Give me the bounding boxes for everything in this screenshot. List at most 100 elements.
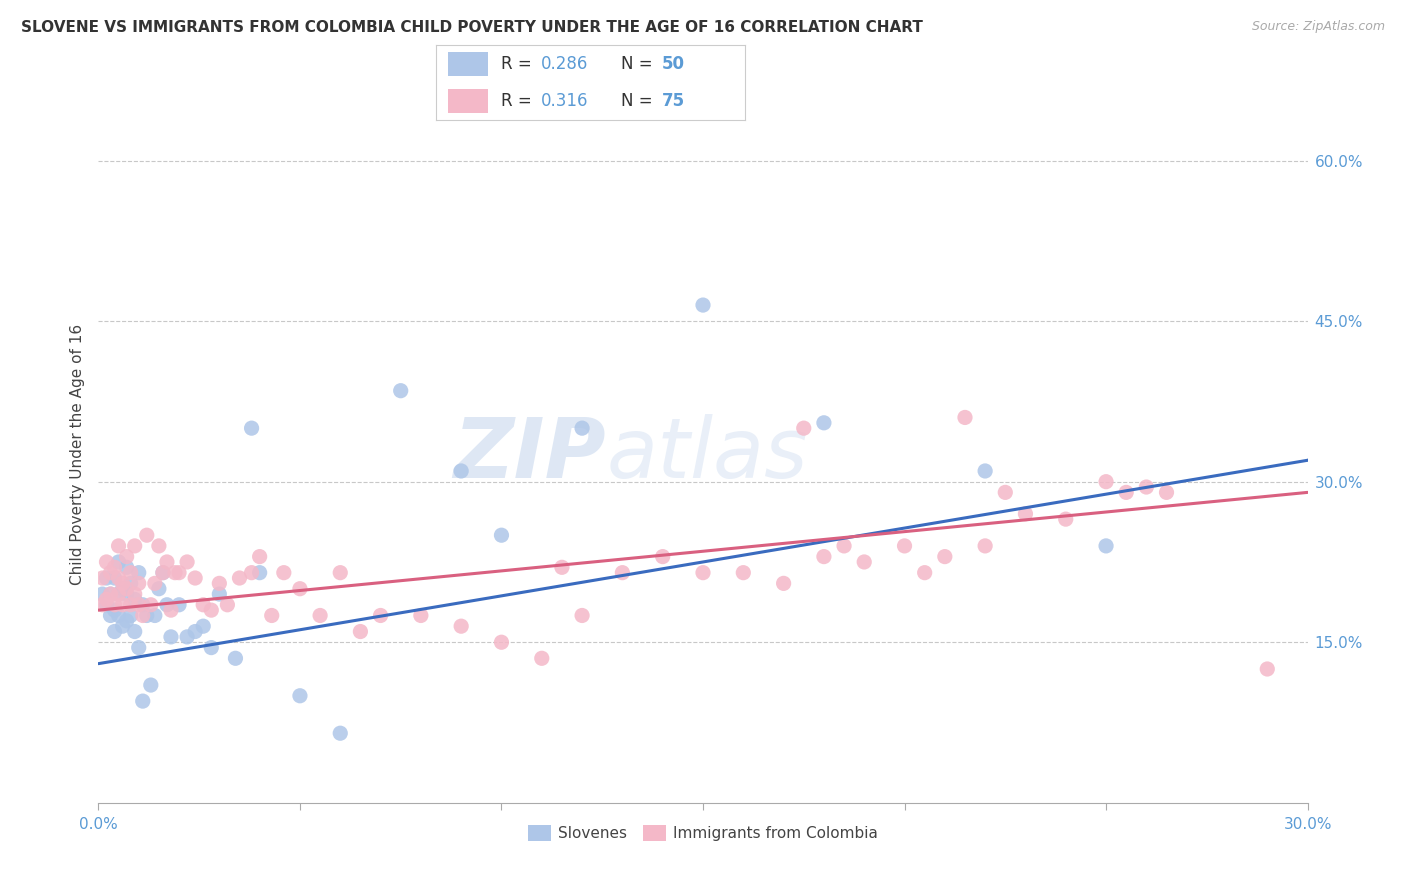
Point xyxy=(240,566,263,580)
Text: 0.286: 0.286 xyxy=(541,55,588,73)
Point xyxy=(1054,512,1077,526)
Point xyxy=(813,416,835,430)
Point xyxy=(120,598,142,612)
Point xyxy=(217,598,239,612)
Point xyxy=(813,549,835,564)
Point xyxy=(91,587,114,601)
Point xyxy=(288,582,311,596)
Text: 50: 50 xyxy=(662,55,685,73)
Point xyxy=(329,566,352,580)
Point xyxy=(200,640,222,655)
Point xyxy=(103,571,125,585)
Point xyxy=(100,587,122,601)
Point xyxy=(273,566,295,580)
Point xyxy=(96,555,118,569)
Point xyxy=(208,576,231,591)
Point xyxy=(832,539,855,553)
Point xyxy=(96,571,118,585)
Point xyxy=(228,571,250,585)
Text: ZIP: ZIP xyxy=(454,415,606,495)
Point xyxy=(160,630,183,644)
Text: R =: R = xyxy=(501,92,537,110)
Text: SLOVENE VS IMMIGRANTS FROM COLOMBIA CHILD POVERTY UNDER THE AGE OF 16 CORRELATIO: SLOVENE VS IMMIGRANTS FROM COLOMBIA CHIL… xyxy=(21,20,922,35)
Point xyxy=(224,651,246,665)
Point xyxy=(249,566,271,580)
Point xyxy=(571,608,593,623)
Point xyxy=(124,587,146,601)
Text: Source: ZipAtlas.com: Source: ZipAtlas.com xyxy=(1251,20,1385,33)
Point xyxy=(96,592,118,607)
Point xyxy=(111,576,134,591)
Point xyxy=(139,598,162,612)
Point xyxy=(571,421,593,435)
Point xyxy=(103,598,125,612)
Point xyxy=(124,539,146,553)
Point xyxy=(409,608,432,623)
Point xyxy=(329,726,352,740)
Text: 75: 75 xyxy=(662,92,685,110)
Point xyxy=(107,608,129,623)
Point xyxy=(551,560,574,574)
Point xyxy=(389,384,412,398)
Point xyxy=(100,566,122,580)
Point xyxy=(934,549,956,564)
Point xyxy=(100,608,122,623)
Point xyxy=(974,539,997,553)
Point xyxy=(1115,485,1137,500)
Point xyxy=(953,410,976,425)
Point xyxy=(115,614,138,628)
Point xyxy=(132,598,155,612)
Point xyxy=(200,603,222,617)
Point xyxy=(450,619,472,633)
Point xyxy=(139,678,162,692)
Point xyxy=(103,624,125,639)
Point xyxy=(135,608,157,623)
Text: 0.316: 0.316 xyxy=(541,92,589,110)
Text: R =: R = xyxy=(501,55,537,73)
Point xyxy=(288,689,311,703)
Point xyxy=(450,464,472,478)
Point xyxy=(370,608,392,623)
Point xyxy=(193,598,215,612)
Point xyxy=(167,566,190,580)
Point xyxy=(160,603,183,617)
Point xyxy=(612,566,634,580)
Point xyxy=(1014,507,1036,521)
Point xyxy=(143,576,166,591)
Point xyxy=(260,608,283,623)
Legend: Slovenes, Immigrants from Colombia: Slovenes, Immigrants from Colombia xyxy=(522,819,884,847)
Point xyxy=(994,485,1017,500)
Point xyxy=(692,566,714,580)
Point xyxy=(309,608,332,623)
Point xyxy=(1095,475,1118,489)
Point xyxy=(111,619,134,633)
Point xyxy=(349,624,371,639)
Point xyxy=(128,576,150,591)
Point xyxy=(107,555,129,569)
Point xyxy=(132,694,155,708)
Point xyxy=(193,619,215,633)
Point xyxy=(1156,485,1178,500)
Point xyxy=(124,624,146,639)
Point xyxy=(120,566,142,580)
Point xyxy=(96,598,118,612)
Point xyxy=(1135,480,1157,494)
Point xyxy=(184,571,207,585)
Point xyxy=(692,298,714,312)
Point xyxy=(148,539,170,553)
Point xyxy=(491,635,513,649)
Text: N =: N = xyxy=(621,92,658,110)
Y-axis label: Child Poverty Under the Age of 16: Child Poverty Under the Age of 16 xyxy=(69,325,84,585)
Point xyxy=(120,608,142,623)
Point xyxy=(128,640,150,655)
Point xyxy=(107,539,129,553)
Point xyxy=(115,582,138,596)
Point xyxy=(143,608,166,623)
Point xyxy=(530,651,553,665)
Point xyxy=(914,566,936,580)
Text: N =: N = xyxy=(621,55,658,73)
Point xyxy=(132,608,155,623)
Point xyxy=(152,566,174,580)
Point xyxy=(111,598,134,612)
Point xyxy=(100,587,122,601)
